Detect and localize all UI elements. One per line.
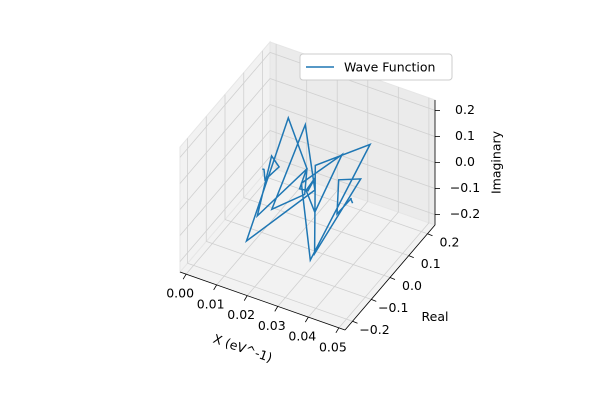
y-tick-label: −0.2 bbox=[359, 322, 389, 337]
z-tick-label: 0.0 bbox=[455, 154, 475, 169]
grid-line bbox=[206, 240, 372, 300]
x-tick-label: 0.01 bbox=[197, 296, 225, 311]
z-tick-label: −0.2 bbox=[450, 206, 480, 221]
y-tick-label: 0.0 bbox=[402, 278, 422, 293]
y-tick-label: −0.1 bbox=[378, 300, 408, 315]
grid-line bbox=[269, 130, 436, 189]
grid-line bbox=[179, 104, 271, 210]
z-tick-label: 0.2 bbox=[455, 102, 475, 117]
tick-mark bbox=[304, 316, 309, 323]
tick-mark bbox=[182, 273, 187, 280]
tick-mark bbox=[427, 233, 433, 237]
grid-line bbox=[269, 104, 436, 163]
z-tick-label: −0.1 bbox=[450, 180, 480, 195]
legend: Wave Function bbox=[299, 53, 453, 81]
grid-line bbox=[187, 262, 353, 322]
x-tick-label: 0.04 bbox=[288, 329, 316, 344]
tick-mark bbox=[371, 299, 377, 302]
tick-mark bbox=[352, 320, 358, 324]
z-tick-label: 0.1 bbox=[455, 128, 475, 143]
legend-label: Wave Function bbox=[344, 60, 435, 75]
tick-mark bbox=[243, 295, 248, 301]
x-tick-label: 0.02 bbox=[227, 307, 255, 322]
y-tick-label: 0.1 bbox=[421, 256, 441, 271]
grid-line bbox=[179, 130, 271, 236]
grid-line bbox=[224, 219, 391, 278]
grid-line bbox=[243, 197, 409, 257]
x-tick-label: 0.00 bbox=[166, 286, 194, 301]
x-axis-label: X (eV^-1) bbox=[211, 331, 274, 365]
axis-line bbox=[344, 224, 436, 331]
grid-line bbox=[269, 52, 436, 111]
x-tick-label: 0.03 bbox=[258, 318, 286, 333]
tick-mark bbox=[274, 306, 279, 312]
y-axis-label: Real bbox=[422, 309, 449, 324]
grid-line bbox=[269, 78, 436, 137]
tick-mark bbox=[408, 255, 414, 258]
grid-line bbox=[179, 156, 271, 262]
x-tick-label: 0.05 bbox=[319, 339, 347, 354]
grid-line bbox=[179, 52, 271, 158]
wave-line bbox=[245, 115, 372, 263]
axis-line bbox=[179, 271, 346, 331]
y-tick-label: 0.2 bbox=[440, 234, 460, 249]
legend-box bbox=[299, 53, 453, 81]
z-axis-label: Imaginary bbox=[489, 130, 504, 194]
tick-mark bbox=[389, 277, 396, 280]
grid-line bbox=[179, 78, 271, 184]
tick-mark bbox=[213, 284, 218, 291]
grid-line bbox=[269, 156, 436, 215]
tick-mark bbox=[335, 327, 340, 334]
